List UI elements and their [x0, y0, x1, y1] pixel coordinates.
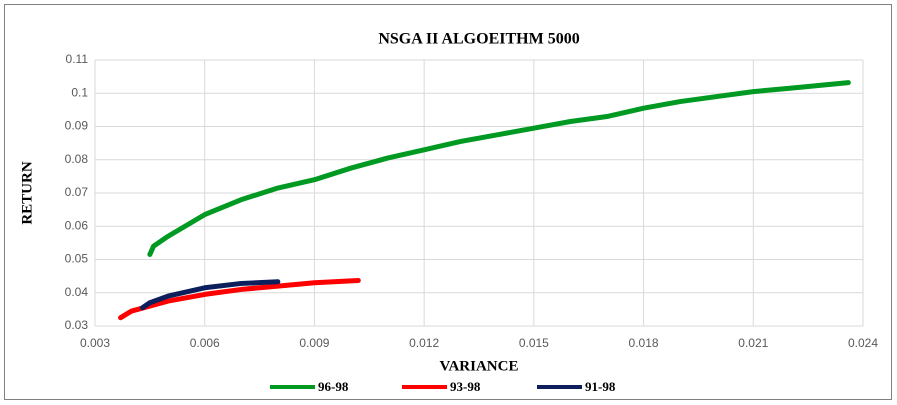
y-tick-label: 0.04 [65, 285, 89, 299]
y-axis-label: RETURN [19, 161, 35, 225]
x-axis-label: VARIANCE [440, 358, 519, 374]
x-tick-label: 0.024 [848, 336, 878, 350]
series-line [140, 279, 281, 311]
x-tick-label: 0.006 [190, 336, 220, 350]
chart-title: NSGA II ALGOEITHM 5000 [378, 31, 579, 48]
x-tick-label: 0.018 [629, 336, 659, 350]
series-line [118, 277, 361, 321]
y-tick-label: 0.1 [71, 85, 88, 99]
x-tick-label: 0.015 [519, 336, 549, 350]
legend-label: 96-98 [318, 379, 349, 394]
x-tick-label: 0.012 [409, 336, 439, 350]
y-tick-label: 0.08 [65, 152, 89, 166]
y-tick-label: 0.03 [65, 318, 89, 332]
chart-border [4, 4, 892, 400]
x-tick-label: 0.009 [299, 336, 329, 350]
y-tick-label: 0.11 [66, 52, 89, 66]
legend-label: 91-98 [585, 379, 616, 394]
y-tick-label: 0.06 [65, 218, 89, 232]
y-tick-label: 0.07 [65, 185, 89, 199]
legend-label: 93-98 [450, 379, 481, 394]
series-line [147, 80, 851, 258]
y-tick-label: 0.05 [65, 252, 89, 266]
y-tick-label: 0.09 [65, 119, 89, 133]
x-tick-label: 0.021 [738, 336, 768, 350]
x-tick-label: 0.003 [80, 336, 110, 350]
